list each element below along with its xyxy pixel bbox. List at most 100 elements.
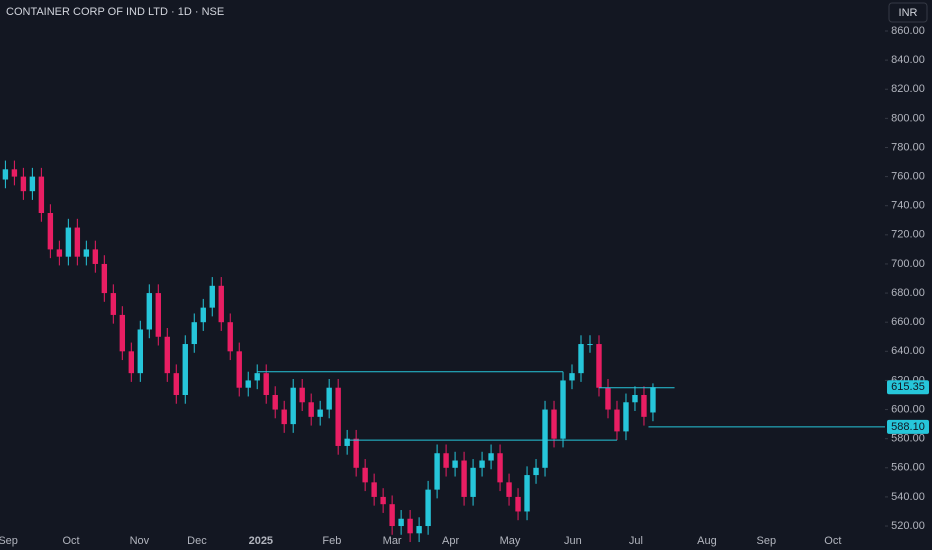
- candle-body: [83, 249, 90, 257]
- candle-body: [110, 293, 117, 315]
- candle-body: [227, 322, 233, 352]
- y-tick-label: 560.00: [891, 462, 925, 474]
- candle-body: [353, 438, 359, 468]
- candle-body: [605, 387, 611, 410]
- candle-body: [335, 387, 341, 446]
- candle-body: [317, 409, 323, 417]
- candle-body: [29, 176, 36, 192]
- candle-body: [281, 409, 287, 425]
- candle-body: [128, 351, 135, 374]
- candle-body: [65, 227, 72, 257]
- candle-body: [425, 489, 431, 527]
- y-tick-label: 700.00: [891, 258, 925, 270]
- candle-body: [218, 285, 224, 323]
- candle-body: [200, 307, 206, 323]
- candle-body: [56, 249, 63, 257]
- candle-body: [47, 213, 54, 250]
- y-tick-label: 660.00: [891, 316, 925, 328]
- candle-body: [119, 314, 126, 352]
- y-tick-label: 680.00: [891, 287, 925, 299]
- x-tick-label: Feb: [322, 535, 341, 547]
- candle-body: [182, 344, 188, 395]
- y-tick-label: 780.00: [891, 141, 925, 153]
- candle-body: [254, 373, 260, 381]
- x-tick-label: Apr: [442, 535, 459, 547]
- candle-body: [641, 394, 647, 417]
- y-tick-label: 540.00: [891, 491, 925, 503]
- price-label: 588.10: [891, 421, 925, 433]
- price-label-box: [887, 380, 929, 395]
- candle-body: [146, 293, 152, 330]
- candle-body: [344, 438, 350, 446]
- candle-body: [587, 344, 593, 346]
- y-tick-label: 840.00: [891, 54, 925, 66]
- candle-body: [389, 504, 395, 527]
- candle-body: [533, 467, 539, 476]
- candle-body: [506, 482, 512, 497]
- candle-body: [623, 402, 629, 432]
- candle-body: [11, 169, 18, 177]
- candle-body: [74, 227, 81, 257]
- currency-button[interactable]: [888, 2, 928, 23]
- candle-body: [479, 460, 485, 468]
- candle-body: [650, 387, 656, 413]
- x-tick-label: Aug: [697, 535, 717, 547]
- candle-body: [362, 467, 368, 483]
- x-tick-label: May: [500, 535, 521, 547]
- x-tick-label: Oct: [62, 535, 79, 547]
- candle-body: [398, 518, 404, 527]
- currency-label[interactable]: INR: [899, 7, 918, 19]
- candle-body: [236, 351, 242, 388]
- x-tick-label: Jul: [629, 535, 643, 547]
- candle-body: [173, 373, 179, 395]
- candle-body: [20, 176, 27, 192]
- candle-body: [137, 329, 144, 374]
- y-tick-label: 820.00: [891, 83, 925, 95]
- price-label: 615.35: [891, 381, 925, 393]
- candle-body: [245, 380, 251, 388]
- candle-body: [632, 394, 638, 403]
- candle-body: [524, 475, 530, 512]
- candle-body: [497, 453, 503, 483]
- x-tick-label: Mar: [383, 535, 402, 547]
- candle-body: [452, 460, 458, 468]
- candle-body: [155, 293, 161, 337]
- candle-body: [470, 467, 476, 497]
- price-label-box: [887, 419, 929, 434]
- candle-body: [461, 460, 467, 497]
- candle-body: [164, 336, 170, 374]
- candle-body: [614, 409, 620, 432]
- candle-body: [407, 518, 413, 534]
- y-tick-label: 640.00: [891, 345, 925, 357]
- candle-body: [272, 394, 278, 410]
- candle-body: [92, 249, 99, 264]
- plot-area: [2, 160, 885, 543]
- y-tick-label: 800.00: [891, 112, 925, 124]
- candle-body: [443, 453, 449, 468]
- candle-body: [560, 380, 566, 439]
- candle-body: [569, 373, 575, 381]
- candle-body: [299, 387, 305, 403]
- candle-body: [2, 169, 9, 180]
- x-tick-label: Nov: [130, 535, 150, 547]
- candle-body: [551, 409, 557, 439]
- candle-body: [515, 496, 521, 512]
- x-tick-label: Dec: [187, 535, 207, 547]
- y-tick-label: 760.00: [891, 171, 925, 183]
- candle-body: [290, 387, 296, 425]
- x-tick-label: 2025: [249, 535, 273, 547]
- x-tick-label: Oct: [824, 535, 841, 547]
- x-tick-label: Jun: [564, 535, 582, 547]
- candle-body: [434, 453, 440, 490]
- candle-body: [578, 344, 584, 374]
- y-tick-label: 740.00: [891, 200, 925, 212]
- x-tick-label: Sep: [0, 535, 18, 547]
- x-tick-label: Sep: [756, 535, 776, 547]
- y-tick-label: 860.00: [891, 25, 925, 37]
- candle-body: [488, 453, 494, 461]
- y-tick-label: 580.00: [891, 433, 925, 445]
- y-tick-label: 520.00: [891, 520, 925, 532]
